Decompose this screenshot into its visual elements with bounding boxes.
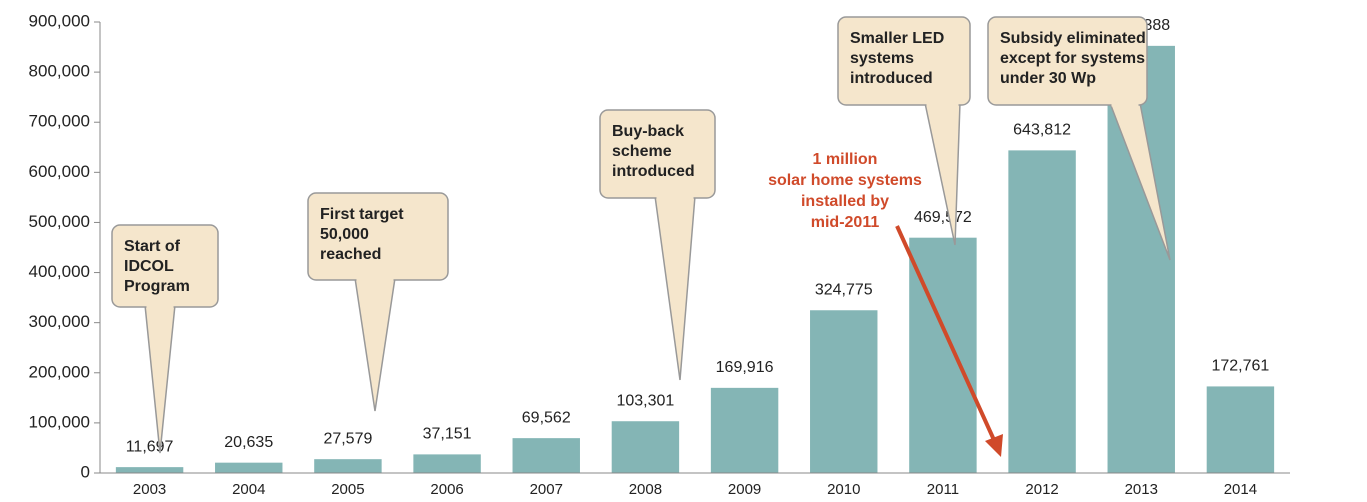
callout-text: systems (850, 50, 914, 67)
highlight-text: mid-2011 (811, 214, 880, 231)
y-tick-label: 800,000 (29, 62, 90, 81)
value-label: 103,301 (616, 392, 674, 409)
x-tick-label: 2003 (133, 481, 166, 498)
y-tick-label: 0 (81, 462, 90, 481)
callout-text: Buy-back (612, 123, 684, 140)
x-tick-label: 2012 (1025, 481, 1058, 498)
bar (314, 459, 382, 473)
value-label: 643,812 (1013, 122, 1071, 139)
callout-text: reached (320, 246, 381, 263)
x-tick-label: 2004 (232, 481, 265, 498)
y-tick-label: 300,000 (29, 312, 90, 331)
y-tick-label: 500,000 (29, 212, 90, 231)
bar (710, 387, 779, 473)
value-label: 69,562 (522, 409, 571, 426)
callout-text: 50,000 (320, 226, 369, 243)
callout-tail (354, 277, 396, 412)
callout-text: IDCOL (124, 258, 174, 275)
x-tick-label: 2013 (1125, 481, 1158, 498)
callout-text: Program (124, 278, 190, 295)
highlight-arrow (895, 225, 996, 441)
callout-text: Subsidy eliminated (1000, 30, 1146, 47)
callout: Start of IDCOL Program (111, 224, 219, 454)
x-tick-label: 2010 (827, 481, 860, 498)
x-tick-label: 2006 (430, 481, 463, 498)
value-label: 37,151 (423, 426, 472, 443)
value-label: 169,916 (716, 359, 774, 376)
callout: Subsidy eliminated except for systems unde… (987, 16, 1171, 261)
value-label: 11,697 (126, 438, 174, 455)
callout-text: First target (320, 206, 404, 223)
bar (215, 462, 283, 473)
bar (115, 467, 184, 473)
callout: Smaller LED systems introduced (837, 16, 971, 246)
bar (1008, 150, 1076, 473)
y-tick-label: 700,000 (29, 112, 90, 131)
highlight-arrowhead (985, 434, 1003, 457)
y-tick-label: 200,000 (29, 362, 90, 381)
bar (413, 454, 481, 473)
callout-text: under 30 Wp (1000, 70, 1096, 87)
callout-box (837, 16, 971, 106)
y-tick-label: 600,000 (29, 162, 90, 181)
callout-tail (144, 304, 176, 454)
bar (611, 421, 680, 473)
callout-text: introduced (850, 70, 933, 87)
bar (810, 310, 878, 473)
bar (512, 438, 580, 473)
bar (1206, 386, 1275, 473)
x-tick-label: 2014 (1224, 481, 1257, 498)
value-label: 20,635 (224, 434, 273, 451)
y-tick-label: 100,000 (29, 412, 90, 431)
x-tick-label: 2005 (331, 481, 364, 498)
y-tick-label: 900,000 (29, 11, 90, 30)
x-tick-label: 2011 (927, 481, 959, 498)
value-label: 469,572 (914, 209, 972, 226)
highlight-text: solar home systems (768, 172, 922, 189)
callout: Buy-back scheme introduced (599, 109, 716, 381)
value-label: 324,775 (815, 281, 873, 298)
x-tick-label: 2008 (629, 481, 662, 498)
highlight-text: installed by (801, 193, 889, 210)
callout-text: Smaller LED (850, 30, 944, 47)
callout-tail (654, 195, 696, 381)
value-label: 27,579 (323, 430, 372, 447)
value-label: 172,761 (1211, 358, 1269, 375)
callout: First target 50,000 reached (307, 192, 449, 412)
callout-text: except for systems (1000, 50, 1145, 67)
x-tick-label: 2007 (530, 481, 563, 498)
callout-text: introduced (612, 163, 695, 180)
x-tick-label: 2009 (728, 481, 761, 498)
callout-text: scheme (612, 143, 672, 160)
highlight-text: 1 million (813, 151, 878, 168)
callout-text: Start of (124, 238, 181, 255)
callout-box (987, 16, 1148, 106)
y-tick-label: 400,000 (29, 262, 90, 281)
